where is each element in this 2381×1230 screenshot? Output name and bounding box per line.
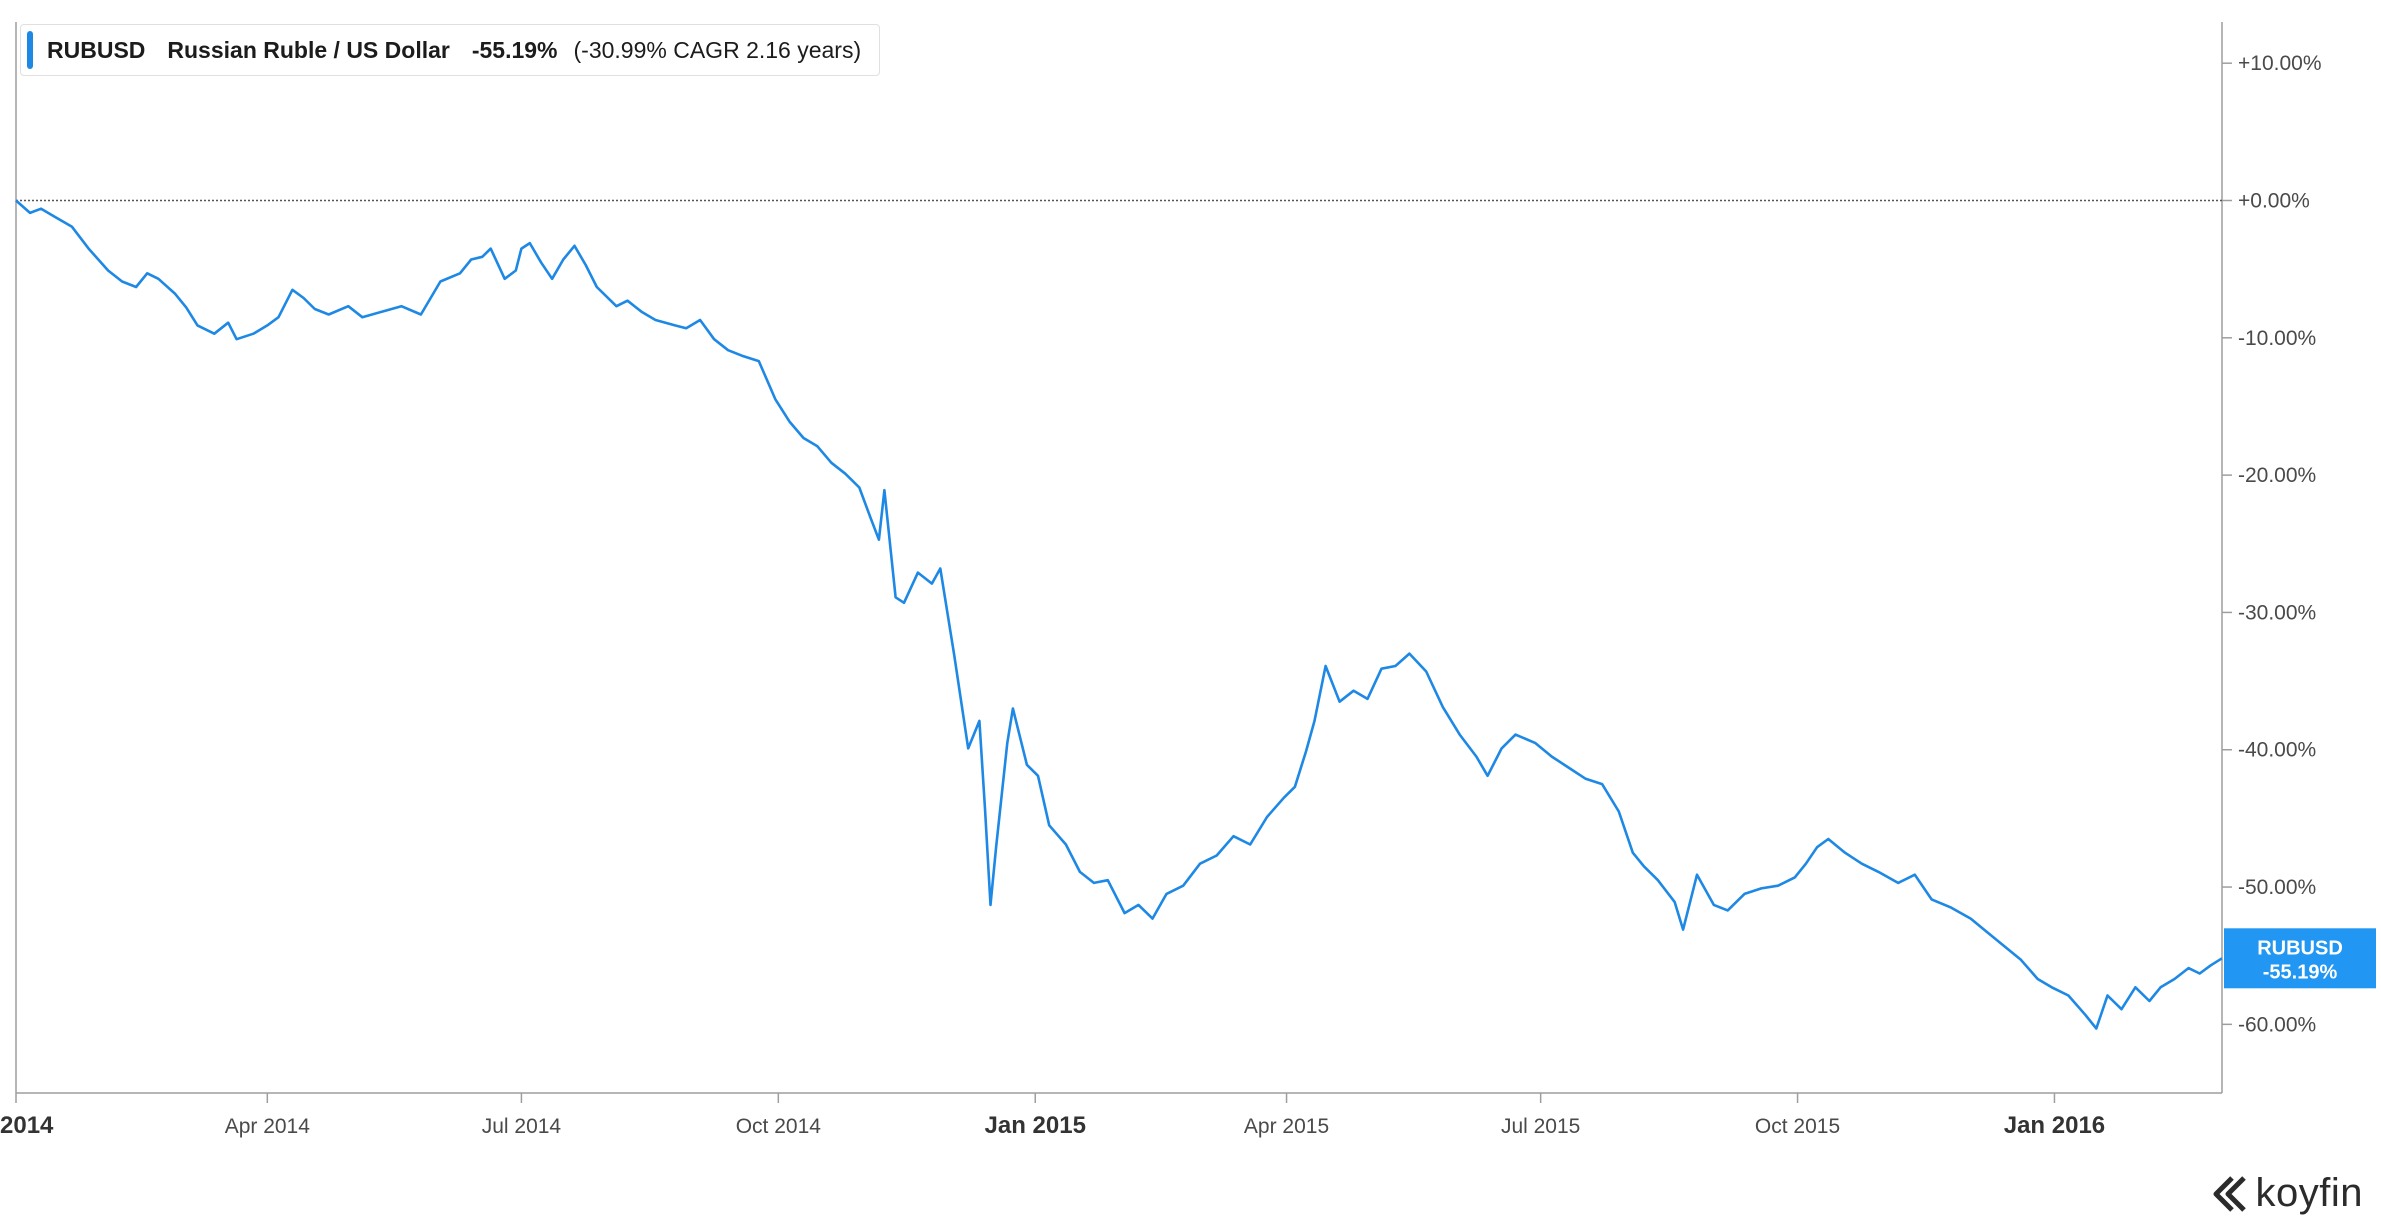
y-tick-label: -50.00%	[2238, 876, 2316, 899]
last-value-tag: RUBUSD -55.19%	[2224, 928, 2376, 989]
plot-frame	[15, 22, 2223, 1094]
last-value-tag-value: -55.19%	[2263, 961, 2338, 983]
x-tick-label: Oct 2015	[1755, 1115, 1840, 1138]
brand-name: koyfin	[2255, 1171, 2363, 1215]
x-tick-label: Apr 2014	[225, 1115, 311, 1138]
y-tick-label: +0.00%	[2238, 190, 2310, 213]
y-tick-label: -10.00%	[2238, 327, 2316, 350]
x-tick-label: Jul 2014	[482, 1115, 562, 1138]
chart-legend[interactable]: RUBUSD Russian Ruble / US Dollar -55.19%…	[20, 24, 881, 76]
last-value-tag-ticker: RUBUSD	[2257, 937, 2343, 959]
x-tick-label: Oct 2014	[736, 1115, 822, 1138]
series-line-rubusd	[15, 199, 2223, 1030]
legend-security-name: Russian Ruble / US Dollar	[167, 36, 450, 63]
legend-total-change: -55.19%	[471, 36, 558, 63]
series-rubusd	[15, 199, 2223, 1030]
legend-cagr: (-30.99% CAGR 2.16 years)	[573, 36, 862, 63]
y-tick-label: -60.00%	[2238, 1013, 2316, 1036]
x-tick-label: Jul 2015	[1501, 1115, 1580, 1138]
y-tick-label: -20.00%	[2238, 464, 2316, 487]
x-axis: 2014 Apr 2014 Jul 2014 Oct 2014 Jan 2015 Apr …	[0, 1093, 2105, 1139]
y-axis: +10.00% +0.00% -10.00% -20.00% -30.00% -40.00…	[2222, 52, 2322, 1036]
legend-color-swatch	[27, 31, 33, 69]
x-tick-label: Jan 2015	[985, 1112, 1086, 1139]
y-tick-label: -30.00%	[2238, 601, 2316, 624]
x-tick-label: Apr 2015	[1244, 1115, 1329, 1138]
koyfin-logo-icon	[2213, 1175, 2246, 1212]
last-value-tag-background	[2224, 928, 2376, 989]
x-tick-label: Jan 2016	[2004, 1112, 2105, 1139]
x-tick-label: 2014	[0, 1112, 54, 1139]
y-tick-label: +10.00%	[2238, 52, 2322, 75]
legend-ticker: RUBUSD	[47, 36, 146, 63]
brand-watermark: koyfin	[2210, 1171, 2364, 1216]
y-tick-label: -40.00%	[2238, 739, 2316, 762]
